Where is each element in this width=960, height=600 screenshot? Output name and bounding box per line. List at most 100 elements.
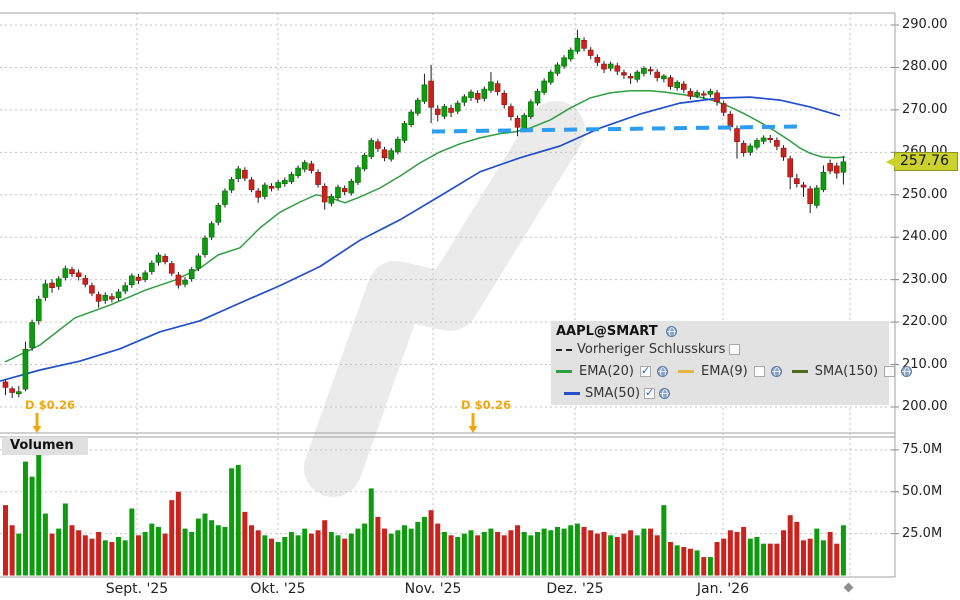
- volume-bar[interactable]: [501, 535, 507, 576]
- volume-bar[interactable]: [648, 528, 654, 576]
- candle[interactable]: [428, 80, 434, 108]
- volume-bar[interactable]: [82, 535, 88, 576]
- candle[interactable]: [674, 81, 680, 89]
- volume-bar[interactable]: [249, 525, 255, 576]
- candle[interactable]: [321, 185, 328, 203]
- volume-bar[interactable]: [408, 528, 414, 576]
- volume-bar[interactable]: [495, 531, 501, 576]
- candle[interactable]: [75, 272, 82, 277]
- candle[interactable]: [142, 272, 148, 280]
- candle[interactable]: [661, 75, 667, 80]
- candle[interactable]: [89, 285, 95, 294]
- volume-bar[interactable]: [102, 540, 108, 576]
- volume-bar[interactable]: [9, 525, 15, 576]
- candle[interactable]: [355, 167, 361, 183]
- volume-bar[interactable]: [3, 505, 8, 576]
- candle[interactable]: [468, 91, 474, 98]
- volume-bar[interactable]: [288, 531, 294, 576]
- candle[interactable]: [567, 49, 574, 60]
- candle[interactable]: [235, 168, 242, 179]
- volume-bar[interactable]: [754, 536, 760, 576]
- volume-bar[interactable]: [668, 542, 673, 576]
- volume-bar[interactable]: [69, 525, 75, 576]
- candle[interactable]: [727, 113, 734, 128]
- candle[interactable]: [95, 294, 102, 302]
- volume-bar[interactable]: [382, 528, 388, 576]
- candle[interactable]: [188, 269, 195, 280]
- volume-bar[interactable]: [435, 523, 441, 576]
- candle[interactable]: [514, 118, 521, 128]
- candle[interactable]: [641, 67, 647, 74]
- ema9-checkbox[interactable]: [753, 365, 765, 377]
- volume-bar[interactable]: [42, 513, 48, 576]
- candle[interactable]: [634, 71, 641, 80]
- candle[interactable]: [162, 255, 168, 263]
- candle[interactable]: [215, 205, 222, 223]
- volume-bar[interactable]: [222, 526, 228, 576]
- candle[interactable]: [747, 145, 754, 153]
- candle[interactable]: [667, 77, 674, 87]
- candle[interactable]: [129, 275, 135, 286]
- sma150-checkbox[interactable]: [884, 365, 896, 377]
- candle[interactable]: [434, 108, 441, 115]
- volume-bar[interactable]: [202, 513, 208, 576]
- volume-bar[interactable]: [521, 531, 527, 576]
- globe-icon[interactable]: [901, 365, 913, 377]
- volume-bar[interactable]: [694, 550, 700, 576]
- volume-bar[interactable]: [116, 536, 122, 576]
- candle[interactable]: [301, 162, 308, 170]
- volume-bar[interactable]: [801, 540, 806, 576]
- volume-bar[interactable]: [262, 535, 268, 576]
- candle[interactable]: [807, 188, 813, 204]
- candle[interactable]: [421, 84, 428, 102]
- candle[interactable]: [614, 65, 621, 72]
- candle[interactable]: [547, 71, 554, 83]
- volume-bar[interactable]: [109, 542, 115, 576]
- volume-bar[interactable]: [488, 528, 494, 576]
- volume-bar[interactable]: [229, 468, 235, 576]
- candle[interactable]: [601, 63, 607, 70]
- volume-bar[interactable]: [814, 528, 820, 576]
- candle[interactable]: [328, 196, 335, 204]
- candle[interactable]: [195, 255, 202, 269]
- candle[interactable]: [774, 140, 780, 147]
- candle[interactable]: [109, 296, 115, 300]
- candle[interactable]: [474, 93, 481, 100]
- volume-bar[interactable]: [781, 530, 787, 576]
- candle[interactable]: [15, 391, 22, 395]
- candle[interactable]: [175, 274, 182, 286]
- volume-bar[interactable]: [169, 500, 175, 576]
- candle[interactable]: [308, 163, 315, 171]
- candle[interactable]: [621, 72, 627, 76]
- volume-bar[interactable]: [182, 528, 188, 576]
- volume-bar[interactable]: [787, 515, 793, 576]
- volume-bar[interactable]: [22, 461, 28, 576]
- candle[interactable]: [414, 99, 421, 114]
- volume-bar[interactable]: [535, 531, 540, 576]
- volume-bar[interactable]: [415, 521, 421, 576]
- volume-bar[interactable]: [681, 547, 687, 576]
- volume-bar[interactable]: [421, 516, 427, 576]
- sma50-checkbox[interactable]: [644, 386, 656, 399]
- volume-bar[interactable]: [714, 542, 720, 576]
- candle[interactable]: [388, 150, 395, 160]
- candle[interactable]: [288, 174, 295, 182]
- overlay-line-EMA(20)[interactable]: [4, 90, 846, 363]
- candle[interactable]: [222, 190, 228, 205]
- candle[interactable]: [734, 128, 740, 143]
- candle[interactable]: [122, 285, 128, 292]
- volume-bar[interactable]: [295, 535, 301, 576]
- volume-bar[interactable]: [149, 523, 155, 576]
- volume-bar[interactable]: [175, 491, 181, 576]
- candle[interactable]: [295, 167, 301, 176]
- candle[interactable]: [754, 140, 760, 148]
- candle[interactable]: [541, 80, 547, 93]
- candle[interactable]: [102, 295, 109, 301]
- volume-bar[interactable]: [634, 535, 640, 576]
- volume-bar[interactable]: [122, 540, 128, 576]
- volume-bar[interactable]: [368, 488, 374, 576]
- volume-bar[interactable]: [475, 535, 481, 576]
- candle[interactable]: [574, 37, 581, 52]
- candle[interactable]: [561, 57, 567, 67]
